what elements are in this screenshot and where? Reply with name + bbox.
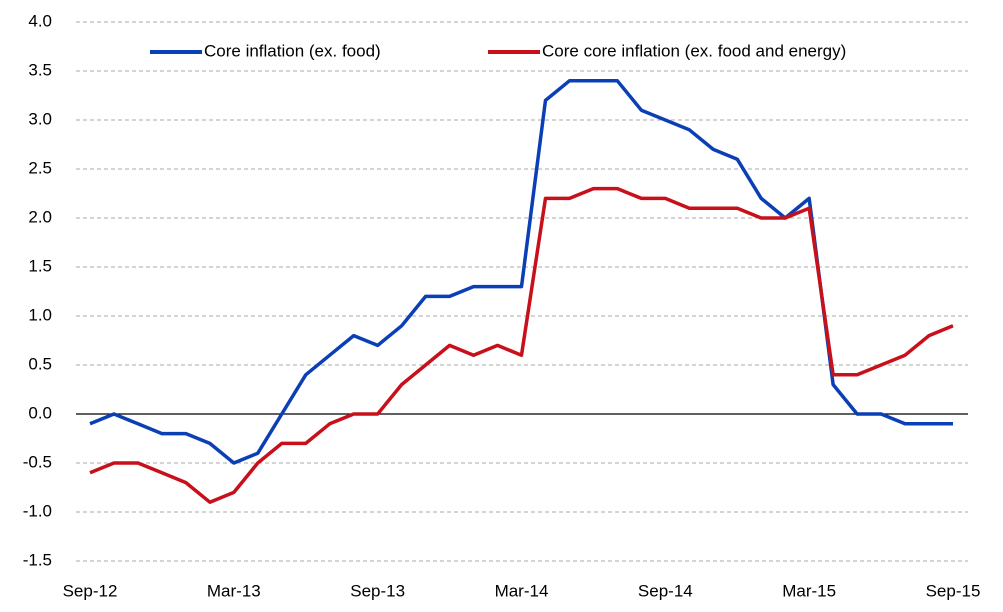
x-tick-label: Sep-15 (926, 581, 981, 600)
legend-label: Core inflation (ex. food) (204, 41, 381, 60)
x-tick-label: Mar-13 (207, 581, 261, 600)
y-tick-label: -1.5 (23, 550, 52, 569)
y-tick-label: 1.0 (28, 305, 52, 324)
x-tick-label: Mar-15 (782, 581, 836, 600)
x-tick-label: Sep-13 (350, 581, 405, 600)
y-tick-label: 3.5 (28, 60, 52, 79)
line-series (89, 186, 954, 504)
x-tick-label: Sep-14 (638, 581, 693, 600)
y-tick-label: 2.0 (28, 207, 52, 226)
y-tick-label: 3.0 (28, 109, 52, 128)
y-tick-label: 1.5 (28, 256, 52, 275)
x-tick-label: Sep-12 (63, 581, 118, 600)
line-series (89, 79, 953, 465)
y-tick-label: 2.5 (28, 158, 52, 177)
y-tick-label: -0.5 (23, 452, 52, 471)
y-tick-label: 4.0 (28, 11, 52, 30)
legend-label: Core core inflation (ex. food and energy… (542, 41, 846, 60)
y-tick-label: 0.5 (28, 354, 52, 373)
y-tick-label: 0.0 (28, 403, 52, 422)
y-tick-label: -1.0 (23, 501, 52, 520)
x-tick-label: Mar-14 (495, 581, 549, 600)
